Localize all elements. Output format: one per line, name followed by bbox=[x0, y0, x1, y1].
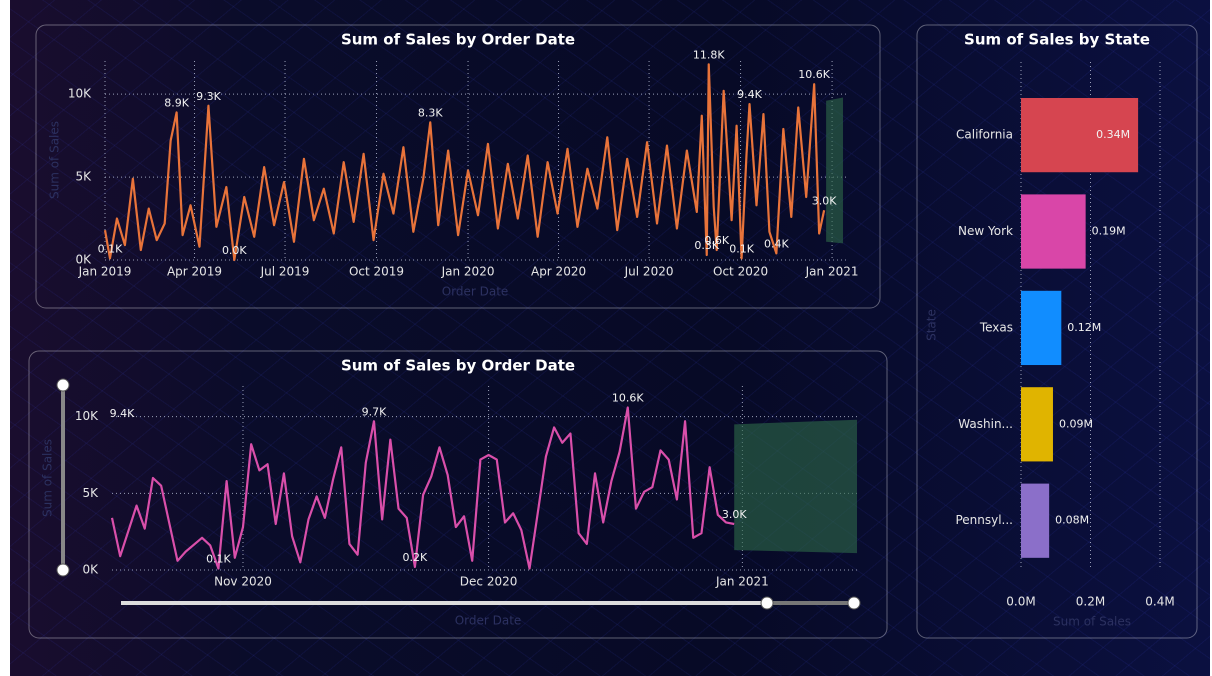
background bbox=[10, 0, 1210, 676]
data-label: 0.4K bbox=[764, 237, 789, 250]
data-label: 3.0K bbox=[812, 194, 837, 207]
sales-line bbox=[103, 63, 826, 262]
y-tick-label: Pennsyl... bbox=[955, 513, 1013, 527]
data-label: 11.8K bbox=[693, 48, 725, 61]
x-tick-label: Jul 2020 bbox=[624, 265, 674, 279]
data-label: 0.1K bbox=[729, 242, 754, 255]
x-tick-label: Jan 2020 bbox=[441, 265, 495, 279]
panel bbox=[35, 24, 881, 309]
chart-title: Sum of Sales by Order Date bbox=[341, 31, 575, 49]
data-label: 0.2K bbox=[403, 551, 428, 564]
slider-handle[interactable] bbox=[56, 563, 70, 577]
x-tick-label: Jan 2021 bbox=[715, 575, 769, 589]
x-tick-label: 0.4M bbox=[1145, 595, 1174, 609]
bar bbox=[1021, 290, 1062, 366]
data-label: 0.0K bbox=[222, 244, 247, 257]
x-tick-label: 0.2M bbox=[1076, 595, 1105, 609]
data-label: 0.12M bbox=[1067, 321, 1101, 334]
x-tick-label: Jan 2021 bbox=[805, 265, 859, 279]
chart-title: Sum of Sales by State bbox=[964, 31, 1150, 49]
bar bbox=[1021, 194, 1086, 269]
data-label: 0.34M bbox=[1096, 128, 1130, 141]
y-tick-label: 10K bbox=[68, 87, 92, 101]
panel bbox=[916, 24, 1198, 639]
data-label: 8.3K bbox=[418, 106, 443, 119]
x-tick-label: Oct 2019 bbox=[349, 265, 404, 279]
bar bbox=[1021, 483, 1050, 558]
sales-line bbox=[110, 406, 735, 570]
x-tick-label: Apr 2019 bbox=[167, 265, 222, 279]
data-label: 9.4K bbox=[737, 88, 762, 101]
bar bbox=[1021, 387, 1053, 462]
slider-handle[interactable] bbox=[760, 596, 774, 610]
data-label: 8.9K bbox=[164, 96, 189, 109]
y-axis-title: Sum of Sales bbox=[48, 121, 62, 199]
annotation: 9.4K bbox=[110, 407, 135, 420]
y-tick-label: New York bbox=[958, 224, 1013, 238]
slider-handle[interactable] bbox=[847, 596, 861, 610]
y-tick-label: 5K bbox=[75, 170, 92, 184]
y-tick-label: Texas bbox=[979, 320, 1013, 334]
forecast-band bbox=[826, 97, 844, 244]
x-tick-label: Nov 2020 bbox=[214, 575, 272, 589]
data-label: 0.3K bbox=[694, 239, 719, 252]
chart-title: Sum of Sales by Order Date bbox=[341, 357, 575, 375]
data-label: 3.0K bbox=[722, 508, 747, 521]
x-tick-label: Dec 2020 bbox=[460, 575, 518, 589]
data-label: 0.6K bbox=[704, 234, 729, 247]
y-tick-label: 5K bbox=[82, 486, 99, 500]
x-tick-label: Oct 2020 bbox=[713, 265, 768, 279]
x-tick-label: 0.0M bbox=[1006, 595, 1035, 609]
y-tick-label: 0K bbox=[75, 253, 92, 267]
x-tick-label: Jan 2019 bbox=[78, 265, 132, 279]
y-tick-label: 0K bbox=[82, 563, 99, 577]
panel bbox=[28, 350, 888, 639]
x-tick-label: Jul 2019 bbox=[260, 265, 310, 279]
data-label: 0.08M bbox=[1055, 514, 1089, 527]
data-label: 10.6K bbox=[798, 68, 830, 81]
y-axis-title: Sum of Sales bbox=[41, 439, 55, 517]
data-label: 0.1K bbox=[206, 552, 231, 565]
y-tick-label: 10K bbox=[75, 409, 99, 423]
x-axis-title: Sum of Sales bbox=[1053, 615, 1131, 629]
y-tick-label: Washin... bbox=[958, 417, 1013, 431]
x-tick-label: Apr 2020 bbox=[531, 265, 586, 279]
y-tick-label: California bbox=[956, 128, 1013, 142]
data-label: 10.6K bbox=[612, 391, 644, 404]
forecast-band bbox=[734, 419, 857, 554]
y-axis-title: State bbox=[925, 309, 939, 341]
data-label: 0.19M bbox=[1092, 225, 1126, 238]
slider-handle[interactable] bbox=[56, 378, 70, 392]
data-label: 9.3K bbox=[196, 90, 221, 103]
bar bbox=[1021, 98, 1139, 173]
data-label: 9.7K bbox=[362, 405, 387, 418]
x-axis-title: Order Date bbox=[455, 614, 522, 628]
data-label: 0.09M bbox=[1059, 417, 1093, 430]
data-label: 0.1K bbox=[98, 242, 123, 255]
x-axis-title: Order Date bbox=[442, 285, 509, 299]
